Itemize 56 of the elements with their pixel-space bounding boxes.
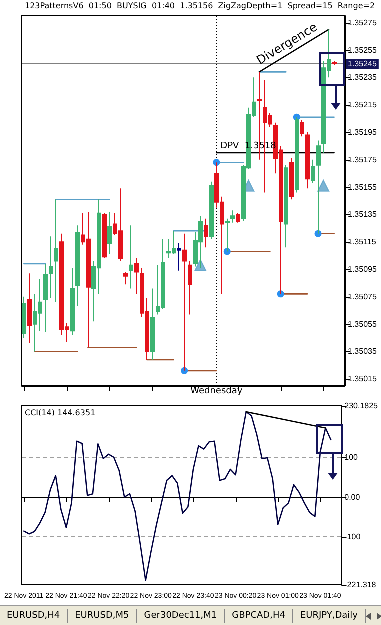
candlestick — [22, 296, 26, 339]
text: GBPCAD,H4 — [225, 609, 294, 623]
y-tick-label: 1.35115 — [348, 238, 377, 247]
candlestick — [27, 273, 32, 344]
y-tick-label: 1.35255 — [348, 46, 378, 55]
ref-line-label: Wednesday — [190, 386, 244, 396]
candlestick — [49, 236, 53, 299]
candlestick — [75, 225, 80, 308]
candlestick — [230, 210, 235, 224]
candlestick — [123, 272, 128, 286]
y-tick-label: 1.35235 — [348, 73, 378, 82]
chart-title: CCI(14) 144.6351 — [25, 408, 96, 418]
point — [181, 367, 188, 374]
candlestick — [311, 159, 315, 184]
y-tick-label: 1.35275 — [348, 18, 378, 28]
text: EURUSD,M5 — [68, 609, 138, 623]
y-tick-label: 1.35015 — [348, 374, 378, 384]
candlestick — [177, 242, 181, 272]
y-tick-label: 1.35215 — [348, 100, 378, 110]
y-tick-label: 1.35175 — [348, 155, 378, 164]
candlestick — [54, 199, 58, 303]
candlestick — [43, 264, 48, 334]
candlestick — [209, 181, 214, 240]
y-tick-label: 1.35095 — [348, 265, 378, 274]
candlestick — [70, 268, 75, 336]
y-tick-label: 1.35075 — [348, 292, 378, 302]
candlestick — [236, 212, 240, 224]
y-tick-label: -221.318 — [344, 580, 377, 590]
candlestick — [134, 258, 139, 295]
chart-title: 123PatternsV6 01:50 BUYSIG 01:40 1.35156 ZigZagDepth=1 Spread=15 Range=2 — [25, 2, 376, 10]
y-tick-label: 0.00 — [344, 492, 361, 502]
text: EURJPY,Daily — [293, 609, 366, 623]
y-tick-label: 1.35155 — [348, 182, 378, 192]
y-tick-label: 230.1825 — [344, 402, 379, 410]
point — [318, 180, 330, 192]
y-tick-label: 1.35055 — [348, 320, 378, 329]
y-tick-label: -100 — [344, 532, 362, 542]
y-tick-label: 1.35035 — [348, 347, 378, 356]
ref-line-label: 1.35245 — [348, 59, 378, 68]
candlestick — [332, 60, 337, 66]
y-tick-label: 1.35135 — [348, 210, 378, 220]
candlestick — [129, 225, 133, 290]
candlestick — [204, 218, 208, 248]
y-tick-label: 100 — [344, 453, 359, 462]
text: Ger30Dec11,M1 — [137, 609, 226, 623]
candlestick — [300, 120, 304, 138]
candlestick — [284, 164, 288, 248]
candlestick — [102, 212, 107, 260]
candlestick — [305, 132, 310, 190]
candlestick — [150, 288, 155, 360]
text: EURUSD,H4 — [0, 609, 68, 623]
candlestick — [107, 211, 112, 255]
point — [213, 159, 220, 166]
y-tick-label: 1.35195 — [348, 128, 378, 137]
candlestick — [289, 158, 294, 200]
candlestick — [188, 260, 192, 316]
